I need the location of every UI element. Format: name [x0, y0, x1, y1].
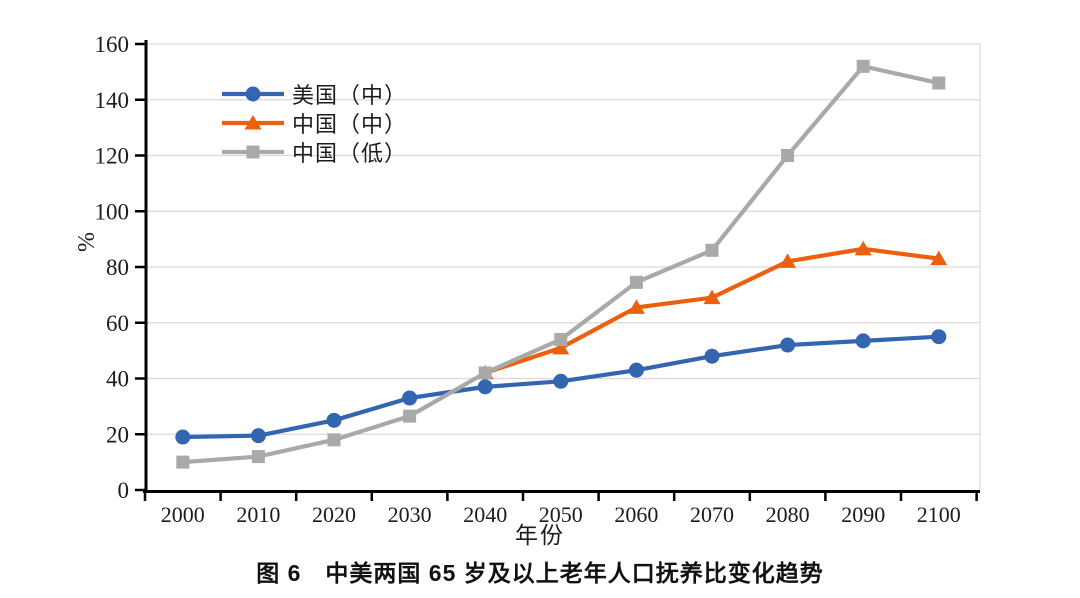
svg-text:60: 60: [106, 311, 129, 336]
china-medium-line-triangle-icon: [222, 115, 284, 130]
svg-text:40: 40: [106, 367, 129, 392]
chart-legend: 美国（中） 中国（中） 中国（低）: [222, 82, 407, 166]
svg-text:2080: 2080: [766, 502, 810, 527]
svg-text:2040: 2040: [463, 502, 507, 527]
china-low-line-square-icon: [222, 145, 284, 159]
legend-label-china-medium: 中国（中）: [292, 112, 408, 137]
svg-text:2000: 2000: [161, 502, 205, 527]
svg-text:120: 120: [95, 144, 130, 169]
y-axis-title: %: [74, 232, 100, 252]
svg-text:20: 20: [106, 422, 129, 447]
figure-caption: 图 6 中美两国 65 岁及以上老年人口抚养比变化趋势: [256, 560, 824, 586]
svg-text:0: 0: [118, 478, 130, 503]
svg-text:160: 160: [95, 32, 130, 57]
legend-label-us-medium: 美国（中）: [292, 83, 408, 108]
svg-text:2100: 2100: [917, 502, 961, 527]
svg-text:140: 140: [95, 88, 130, 113]
svg-text:2090: 2090: [841, 502, 885, 527]
svg-text:2050: 2050: [539, 502, 583, 527]
svg-text:100: 100: [95, 199, 130, 224]
x-axis-title: 年份: [515, 523, 565, 548]
svg-text:2060: 2060: [614, 502, 658, 527]
svg-text:2020: 2020: [312, 502, 356, 527]
svg-text:80: 80: [106, 255, 129, 280]
legend-item-china-medium: 中国（中）: [222, 111, 407, 137]
svg-text:2070: 2070: [690, 502, 734, 527]
legend-label-china-low: 中国（低）: [292, 141, 408, 166]
svg-text:2030: 2030: [388, 502, 432, 527]
us-medium-line-circle-icon: [222, 86, 284, 102]
legend-item-china-low: 中国（低）: [222, 140, 407, 166]
svg-text:2010: 2010: [236, 502, 280, 527]
legend-item-us-medium: 美国（中）: [222, 82, 407, 108]
